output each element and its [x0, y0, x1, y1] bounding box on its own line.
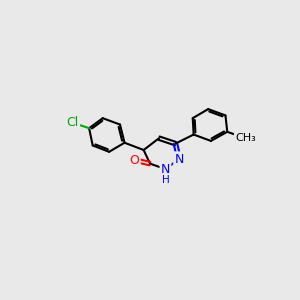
Text: N: N	[161, 163, 170, 176]
Text: N: N	[174, 153, 184, 166]
Text: H: H	[162, 175, 169, 185]
Text: O: O	[130, 154, 140, 166]
Text: CH₃: CH₃	[235, 133, 256, 143]
Text: Cl: Cl	[67, 116, 79, 129]
